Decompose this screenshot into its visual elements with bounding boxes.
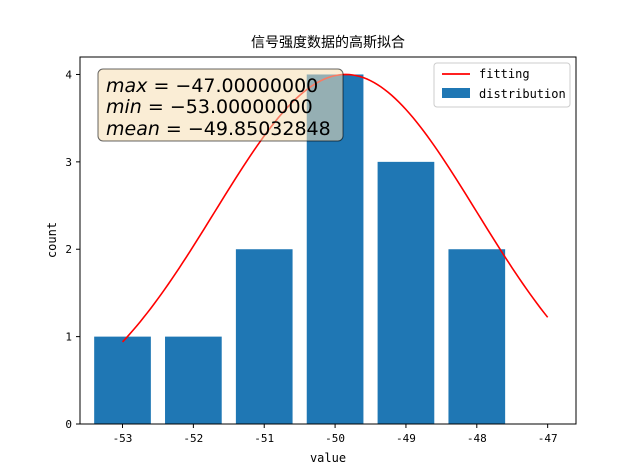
stat-mean: mean = −49.85032848 bbox=[106, 118, 331, 140]
stat-min-var: min bbox=[106, 96, 142, 118]
stat-mean-var: mean bbox=[106, 118, 160, 140]
x-tick-label: -48 bbox=[467, 432, 487, 445]
stats-annotation-box: max = −47.00000000 min = −53.00000000 me… bbox=[97, 68, 344, 142]
x-tick-label: -50 bbox=[325, 432, 345, 445]
legend-fitting-label: fitting bbox=[479, 67, 530, 81]
legend: fitting distribution bbox=[433, 62, 571, 108]
y-tick-label: 1 bbox=[65, 331, 72, 344]
x-tick-label: -52 bbox=[183, 432, 203, 445]
legend-distribution-label: distribution bbox=[479, 87, 566, 101]
x-axis-label: value bbox=[310, 451, 346, 465]
stat-min: min = −53.00000000 bbox=[106, 96, 313, 118]
legend-distribution-swatch bbox=[442, 88, 470, 98]
stat-min-value: = −53.00000000 bbox=[142, 96, 313, 118]
x-tick-label: -51 bbox=[254, 432, 274, 445]
bar bbox=[448, 249, 506, 424]
stat-max-value: = −47.00000000 bbox=[147, 75, 318, 97]
x-tick-label: -53 bbox=[113, 432, 133, 445]
stat-mean-value: = −49.85032848 bbox=[160, 118, 331, 140]
bar bbox=[94, 336, 151, 424]
y-tick-label: 0 bbox=[65, 418, 72, 431]
stats-box-background bbox=[97, 68, 344, 142]
x-tick-label: -49 bbox=[396, 432, 416, 445]
y-tick-label: 4 bbox=[65, 68, 72, 81]
bar bbox=[377, 161, 435, 424]
bar bbox=[235, 249, 293, 424]
y-tick-label: 2 bbox=[65, 243, 72, 256]
y-axis-ticks: 0 1 2 3 4 bbox=[65, 68, 80, 431]
bar-layer bbox=[94, 74, 506, 424]
stat-max: max = −47.00000000 bbox=[106, 75, 318, 97]
axes-frame bbox=[79, 56, 577, 425]
y-tick-label: 3 bbox=[65, 156, 72, 169]
x-tick-label: -47 bbox=[538, 432, 558, 445]
stat-max-var: max bbox=[106, 75, 148, 97]
x-axis-ticks: -53 -52 -51 -50 -49 -48 -47 bbox=[113, 424, 558, 445]
y-axis-label: count bbox=[45, 222, 59, 258]
chart-title: 信号强度数据的高斯拟合 bbox=[251, 34, 405, 51]
bar bbox=[165, 336, 222, 424]
